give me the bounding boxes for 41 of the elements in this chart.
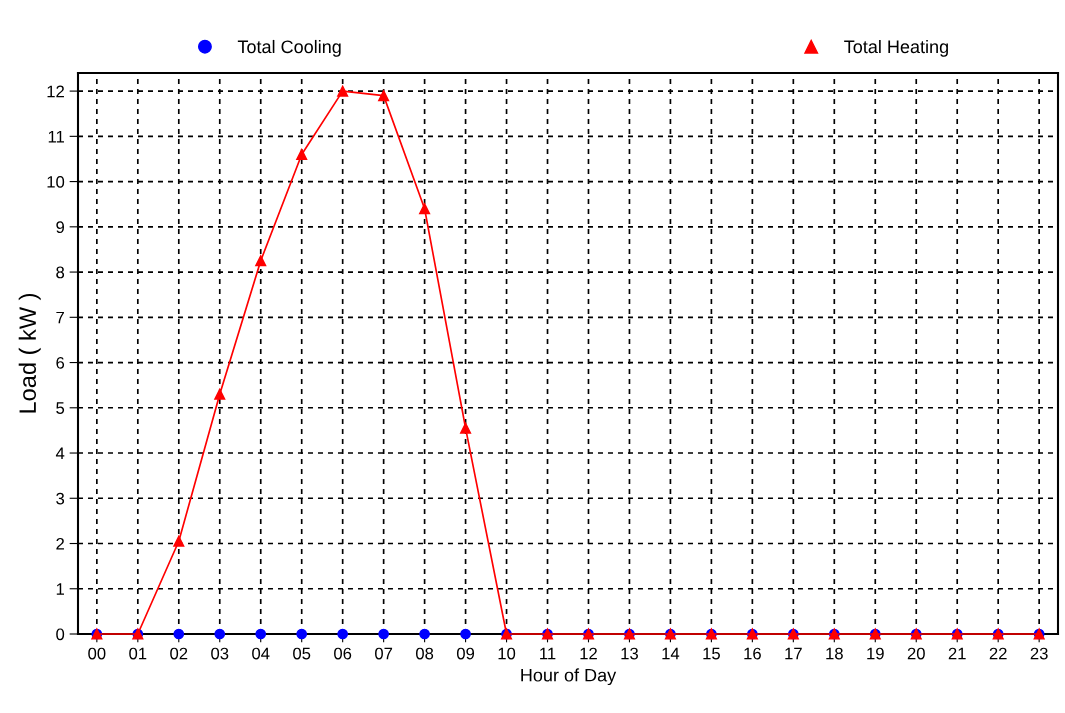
- x-tick-label: 12: [580, 647, 597, 660]
- x-tick-label: 05: [293, 647, 311, 660]
- y-tick-label: 3: [56, 492, 65, 505]
- x-axis-title: Hour of Day: [521, 668, 617, 686]
- x-tick-label: 19: [867, 647, 884, 660]
- y-tick-label: 4: [55, 447, 65, 460]
- x-tick-label: 08: [415, 647, 434, 660]
- y-tick-label: 7: [56, 311, 64, 324]
- legend-label: Total Heating: [844, 39, 948, 57]
- x-tick-label: 20: [907, 647, 925, 660]
- x-tick-label: 15: [703, 647, 720, 660]
- x-tick-label: 00: [88, 647, 106, 660]
- legend-label: Total Cooling: [237, 39, 341, 57]
- x-tick-label: 02: [170, 647, 188, 660]
- x-tick-label: 18: [826, 647, 843, 660]
- y-tick-label: 9: [56, 221, 65, 234]
- x-tick-label: 23: [1030, 647, 1048, 660]
- y-tick-label: 1: [56, 583, 64, 595]
- x-tick-label: 04: [252, 647, 270, 660]
- y-tick-label: 11: [48, 130, 64, 143]
- y-tick-label: 0: [56, 628, 65, 641]
- y-tick-label: 10: [47, 175, 65, 188]
- x-tick-label: 21: [948, 647, 966, 660]
- y-tick-label: 6: [56, 356, 65, 369]
- x-tick-label: 16: [744, 647, 761, 660]
- x-tick-label: 17: [785, 647, 802, 660]
- x-tick-label: 22: [989, 647, 1007, 660]
- y-axis-title: Load ( kW ): [18, 293, 41, 413]
- x-tick-label: 14: [662, 647, 680, 660]
- x-tick-label: 06: [334, 647, 352, 660]
- x-tick-label: 11: [540, 647, 556, 660]
- y-tick-label: 12: [47, 85, 64, 98]
- y-tick-label: 5: [56, 402, 65, 414]
- x-tick-label: 13: [621, 647, 638, 660]
- x-tick-label: 03: [211, 647, 229, 660]
- y-tick-label: 2: [56, 537, 64, 550]
- y-tick-label: 8: [56, 266, 65, 279]
- x-tick-label: 10: [498, 647, 516, 660]
- x-tick-label: 01: [129, 647, 147, 660]
- x-tick-label: 09: [456, 647, 475, 660]
- x-tick-label: 07: [375, 647, 393, 660]
